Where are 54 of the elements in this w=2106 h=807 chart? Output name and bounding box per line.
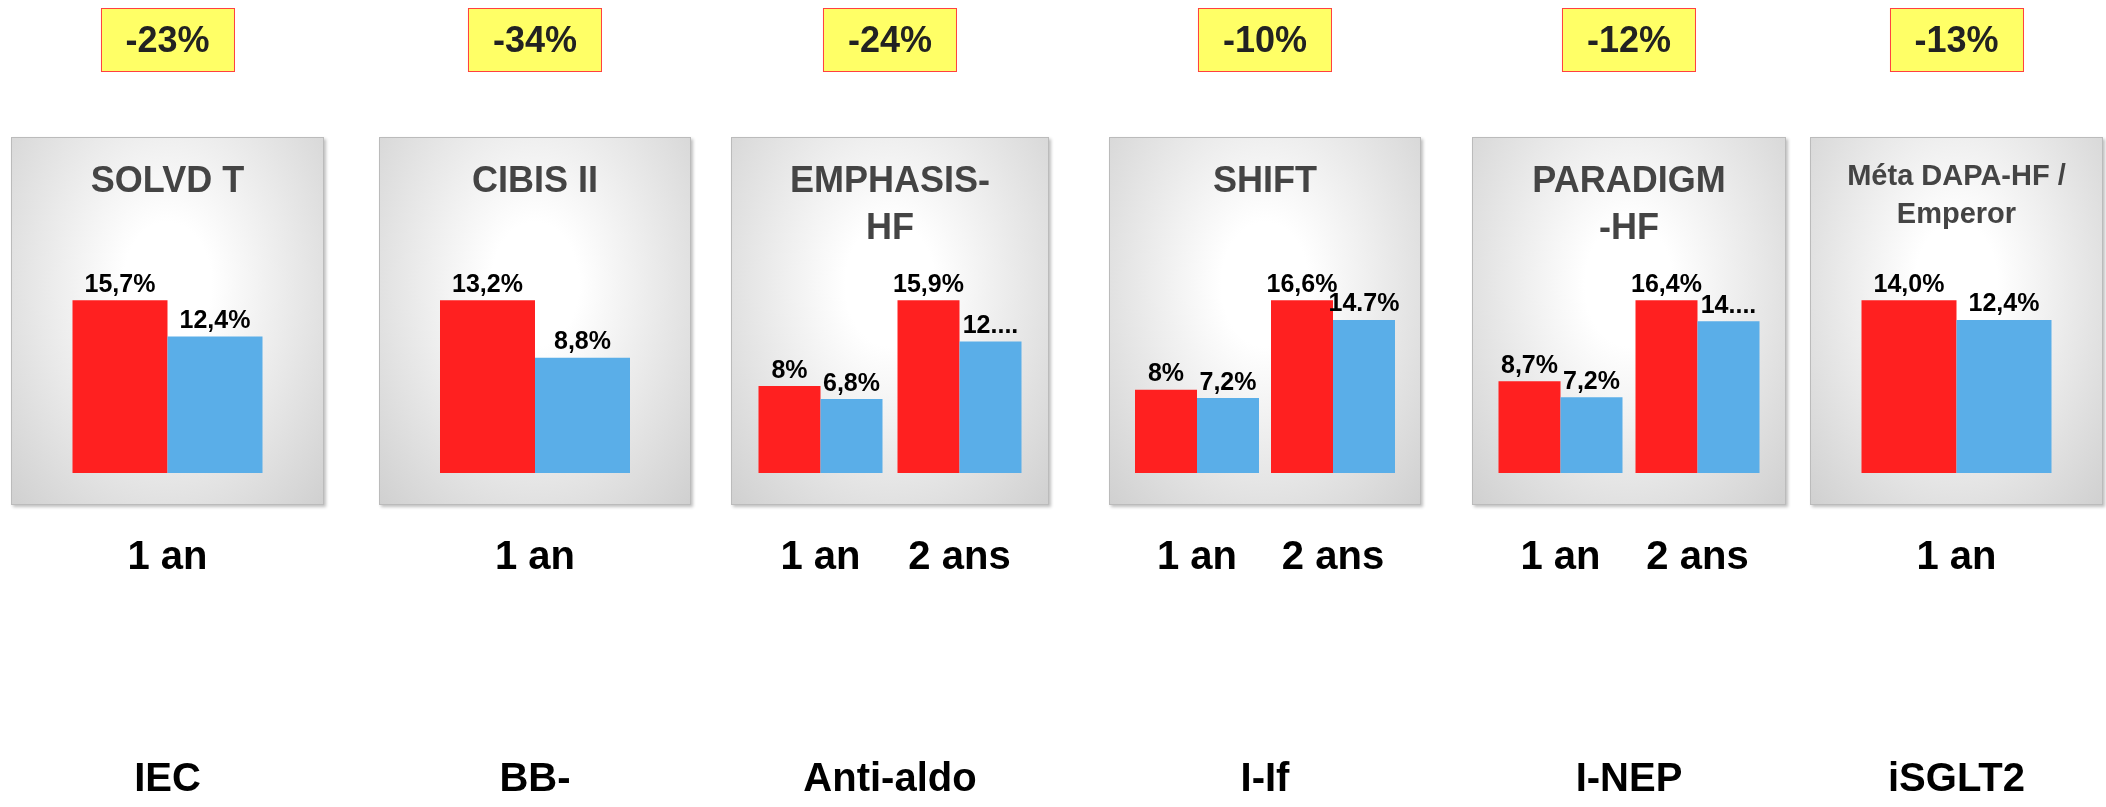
data-label: 16,4% bbox=[1631, 268, 1702, 297]
data-label: 14,0% bbox=[1873, 268, 1945, 297]
bar bbox=[1197, 398, 1259, 473]
data-label: 8% bbox=[771, 354, 808, 383]
data-label: 8,7% bbox=[1501, 349, 1558, 378]
x-axis-title: Anti-aldo bbox=[802, 755, 978, 800]
data-label: 7,2% bbox=[1199, 366, 1257, 395]
x-tick-label: 1 an bbox=[1156, 533, 1238, 577]
data-label: 12,4% bbox=[179, 305, 251, 334]
x-axis-title: BB- bbox=[498, 755, 572, 800]
chart-title: CIBIS II bbox=[471, 158, 599, 202]
chart-title: Méta DAPA-HF / Emperor bbox=[1846, 158, 2067, 231]
chart-title: EMPHASIS-HF bbox=[789, 158, 991, 249]
text: -10% bbox=[1197, 8, 1333, 72]
chart-title: SOLVD T bbox=[89, 158, 246, 202]
chart-title: PARADIGM-HF bbox=[1531, 158, 1727, 249]
x-axis-title: iSGLT2 bbox=[1886, 755, 2027, 800]
x-tick-label: 1 an bbox=[127, 533, 208, 577]
text: -24% bbox=[822, 8, 958, 72]
bar bbox=[1635, 300, 1698, 473]
x-tick-label: 1 an bbox=[780, 533, 861, 577]
bar bbox=[1135, 389, 1197, 473]
bar bbox=[1333, 319, 1395, 473]
x-tick-label: 1 an bbox=[1520, 533, 1601, 577]
bar bbox=[1560, 397, 1623, 473]
data-label: 13,2% bbox=[452, 268, 523, 297]
text: -13% bbox=[1889, 8, 2024, 72]
x-tick-label: 2 ans bbox=[1646, 533, 1749, 577]
bar bbox=[758, 386, 821, 473]
data-label: 8,8% bbox=[554, 326, 611, 355]
chart-title: SHIFT bbox=[1212, 158, 1318, 202]
x-tick-label: 2 ans bbox=[1281, 533, 1385, 577]
data-label: 12,4% bbox=[1968, 288, 2040, 317]
data-label: 14.... bbox=[1700, 289, 1757, 318]
data-label: 6,8% bbox=[823, 367, 880, 396]
bar bbox=[897, 300, 960, 473]
text: -23% bbox=[100, 8, 235, 72]
data-label: 12.... bbox=[962, 310, 1019, 338]
x-tick-label: 2 ans bbox=[908, 533, 1011, 577]
data-label: 8% bbox=[1147, 358, 1185, 387]
x-tick-label: 1 an bbox=[1916, 533, 1997, 577]
text: -34% bbox=[467, 8, 603, 72]
bar bbox=[1498, 381, 1561, 473]
data-label: 7,2% bbox=[1563, 365, 1620, 394]
data-label: 15,9% bbox=[893, 268, 964, 297]
text: -12% bbox=[1561, 8, 1697, 72]
bar bbox=[820, 399, 883, 473]
x-axis-title: IEC bbox=[133, 755, 202, 800]
bar bbox=[959, 341, 1022, 473]
x-axis-title: I-If bbox=[1239, 755, 1291, 800]
data-label: 15,7% bbox=[84, 268, 156, 297]
x-axis-title: I-NEP bbox=[1574, 755, 1684, 800]
x-tick-label: 1 an bbox=[494, 533, 576, 577]
bar bbox=[1697, 321, 1760, 473]
